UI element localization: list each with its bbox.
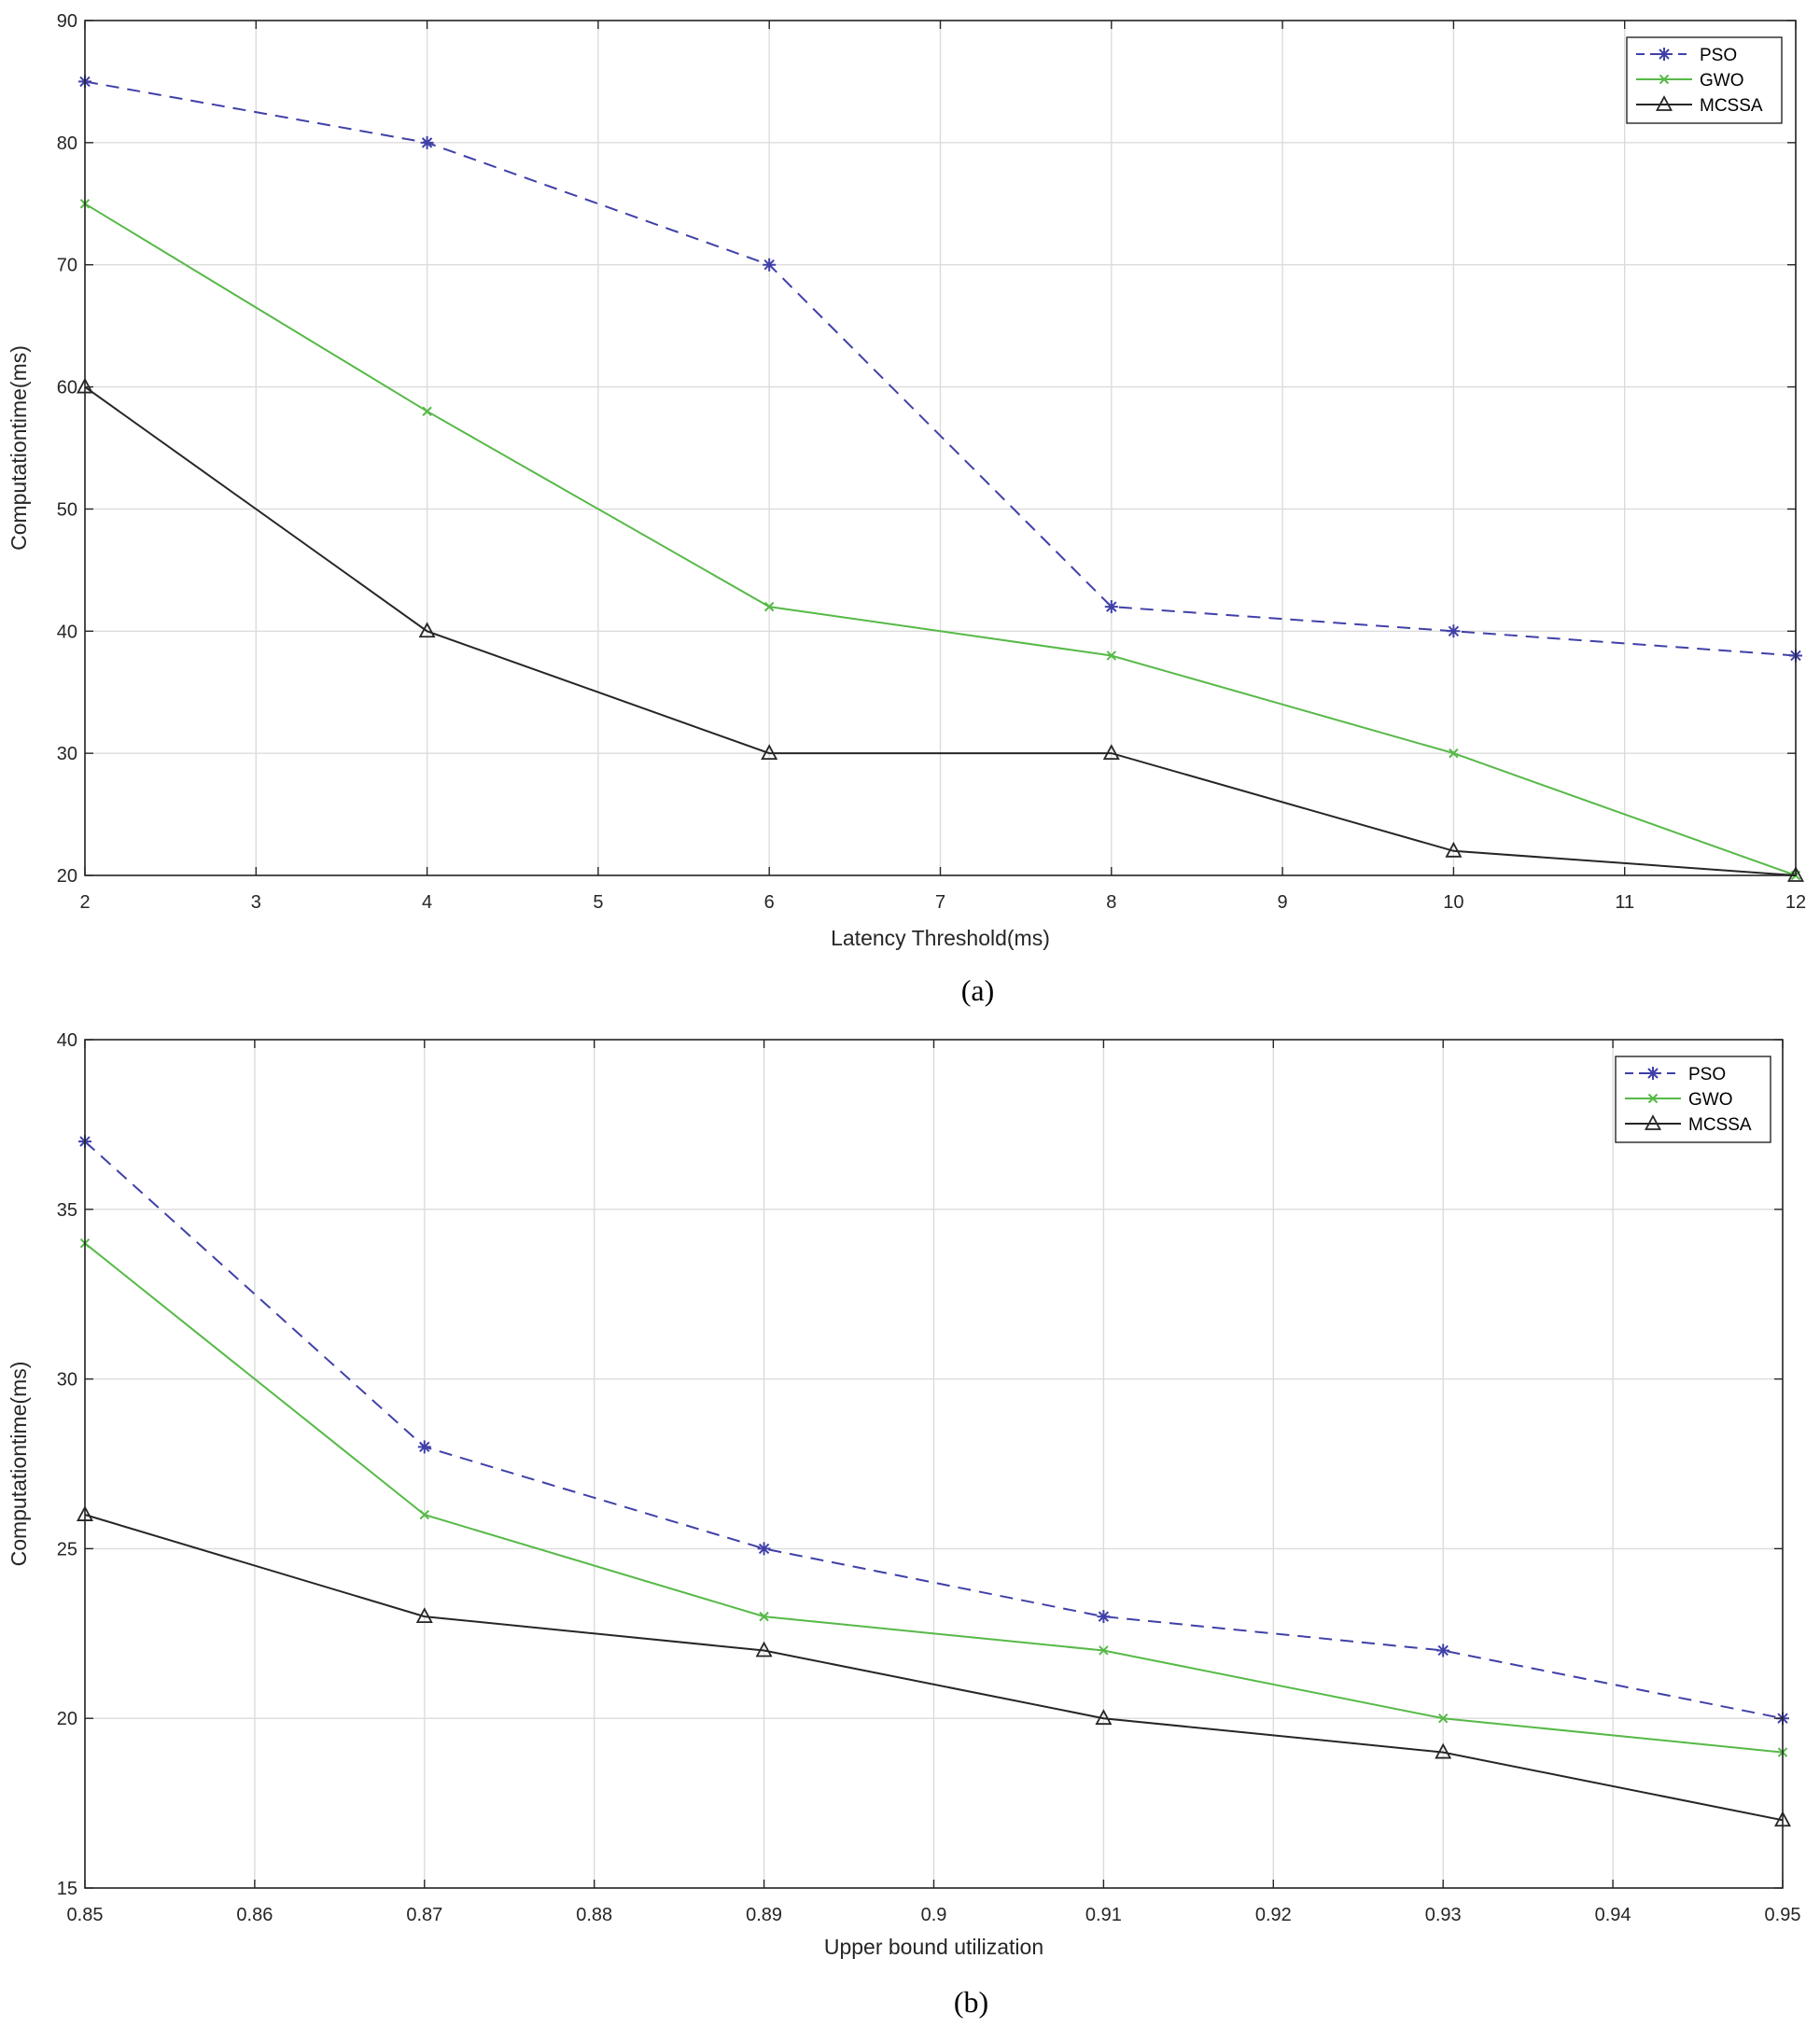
y-axis-label: Computationtime(ms) <box>7 1362 31 1567</box>
y-tick-label: 40 <box>57 1030 77 1051</box>
data-point-gwo <box>1437 1713 1449 1724</box>
data-point-mcssa <box>755 1641 773 1657</box>
legend-marker-gwo <box>1647 1093 1659 1104</box>
legend-label-pso: PSO <box>1688 1065 1726 1084</box>
legend-marker-gwo <box>1659 74 1670 85</box>
series-line-pso <box>84 1140 1784 1720</box>
legend-label-gwo: GWO <box>1700 71 1744 91</box>
y-axis-label: Computationtime(ms) <box>7 345 31 551</box>
data-point-mcssa <box>1435 1742 1452 1759</box>
x-tick-label: 8 <box>1106 892 1116 913</box>
chart-panel-b: 0.85 0.86 0.87 0.88 0.89 0.9 0.91 0.92 0.93 0.94 0… <box>0 1017 1820 2042</box>
data-point-gwo <box>419 1509 430 1520</box>
x-tick-label: 0.92 <box>1255 1905 1292 1925</box>
x-tick-label: 0.94 <box>1595 1905 1631 1925</box>
x-tick-label: 0.91 <box>1085 1905 1122 1925</box>
data-point-pso <box>1097 1610 1111 1624</box>
data-point-pso <box>1436 1643 1450 1657</box>
data-point-gwo <box>763 601 775 612</box>
data-point-pso <box>420 135 434 149</box>
ticks: 2 3 4 5 6 7 8 9 10 11 12 20 30 40 50 60 70 80 90 <box>57 11 1806 913</box>
y-tick-label: 25 <box>57 1539 77 1559</box>
legend-marker-pso <box>1658 48 1671 61</box>
x-axis-label: Upper bound utilization <box>824 1935 1043 1959</box>
y-tick-label: 15 <box>57 1879 77 1899</box>
x-tick-label: 4 <box>422 892 432 913</box>
series-gwo <box>79 1238 1788 1757</box>
x-tick-label: 7 <box>935 892 945 913</box>
series-line-mcssa <box>84 385 1797 876</box>
y-tick-label: 60 <box>57 378 77 399</box>
data-point-mcssa <box>1445 841 1463 858</box>
data-point-mcssa <box>415 1607 433 1624</box>
y-tick-label: 40 <box>57 622 77 642</box>
data-point-pso <box>763 258 777 272</box>
y-tick-label: 30 <box>57 1370 77 1391</box>
data-point-mcssa <box>1095 1709 1113 1726</box>
data-point-gwo <box>759 1611 769 1622</box>
legend-marker-pso <box>1646 1067 1659 1080</box>
legend-label-mcssa: MCSSA <box>1688 1115 1752 1135</box>
y-tick-label: 20 <box>57 866 77 887</box>
series-line-pso <box>84 80 1797 657</box>
y-tick-label: 30 <box>57 744 77 764</box>
figure-caption: (a) <box>961 973 995 1007</box>
y-tick-label: 50 <box>57 499 77 520</box>
data-point-pso <box>757 1542 771 1556</box>
x-tick-label: 0.89 <box>746 1905 782 1925</box>
x-tick-label: 0.87 <box>406 1905 442 1925</box>
y-tick-label: 20 <box>57 1709 77 1729</box>
x-tick-label: 5 <box>593 892 603 913</box>
data-point-pso <box>1447 624 1461 638</box>
x-tick-label: 9 <box>1278 892 1288 913</box>
y-tick-label: 70 <box>57 256 77 276</box>
x-tick-label: 0.95 <box>1765 1905 1801 1925</box>
data-point-gwo <box>1106 650 1117 661</box>
x-tick-label: 0.85 <box>67 1905 104 1925</box>
x-axis-label: Latency Threshold(ms) <box>831 926 1050 950</box>
x-tick-label: 11 <box>1615 892 1634 913</box>
x-tick-label: 6 <box>764 892 775 913</box>
y-tick-label: 80 <box>57 133 77 154</box>
chart-a-svg: 2 3 4 5 6 7 8 9 10 11 12 20 30 40 50 60 70 80 90 Latency Th… <box>7 11 1806 1007</box>
data-point-pso <box>1104 600 1118 614</box>
data-point-mcssa <box>418 622 436 638</box>
series-line-mcssa <box>84 1514 1784 1822</box>
data-point-pso <box>417 1440 431 1454</box>
data-point-mcssa <box>761 744 778 761</box>
x-tick-label: 12 <box>1785 892 1806 913</box>
data-point-gwo <box>1449 748 1459 759</box>
x-tick-label: 3 <box>251 892 261 913</box>
x-tick-label: 0.88 <box>576 1905 612 1925</box>
legend: PSO GWO MCSSA <box>1626 36 1783 124</box>
data-point-mcssa <box>1786 866 1805 882</box>
legend: PSO GWO MCSSA <box>1615 1056 1771 1143</box>
ticks: 0.85 0.86 0.87 0.88 0.89 0.9 0.91 0.92 0.93 0.94 0… <box>57 1030 1801 1925</box>
legend-label-mcssa: MCSSA <box>1700 96 1763 116</box>
chart-b-svg: 0.85 0.86 0.87 0.88 0.89 0.9 0.91 0.92 0.93 0.94 0… <box>7 1030 1801 2019</box>
legend-label-pso: PSO <box>1700 46 1737 65</box>
x-tick-label: 0.86 <box>236 1905 273 1925</box>
legend-label-gwo: GWO <box>1688 1090 1733 1110</box>
legend-marker-mcssa <box>1644 1114 1662 1130</box>
series-mcssa <box>76 377 1805 882</box>
y-tick-label: 90 <box>57 11 77 32</box>
series-line-gwo <box>84 1242 1784 1754</box>
legend-marker-mcssa <box>1655 95 1673 111</box>
figure-caption: (b) <box>954 1985 988 2019</box>
data-point-mcssa <box>1102 744 1120 761</box>
x-tick-label: 0.93 <box>1425 1905 1462 1925</box>
y-tick-label: 35 <box>57 1200 77 1221</box>
x-tick-label: 2 <box>79 892 90 913</box>
chart-panel-a: 2 3 4 5 6 7 8 9 10 11 12 20 30 40 50 60 70 80 90 Latency Th… <box>0 0 1820 1017</box>
data-point-gwo <box>422 406 432 416</box>
x-tick-label: 10 <box>1443 892 1463 913</box>
series-line-gwo <box>84 203 1797 876</box>
x-tick-label: 0.9 <box>921 1905 947 1925</box>
data-point-gwo <box>1099 1645 1109 1656</box>
